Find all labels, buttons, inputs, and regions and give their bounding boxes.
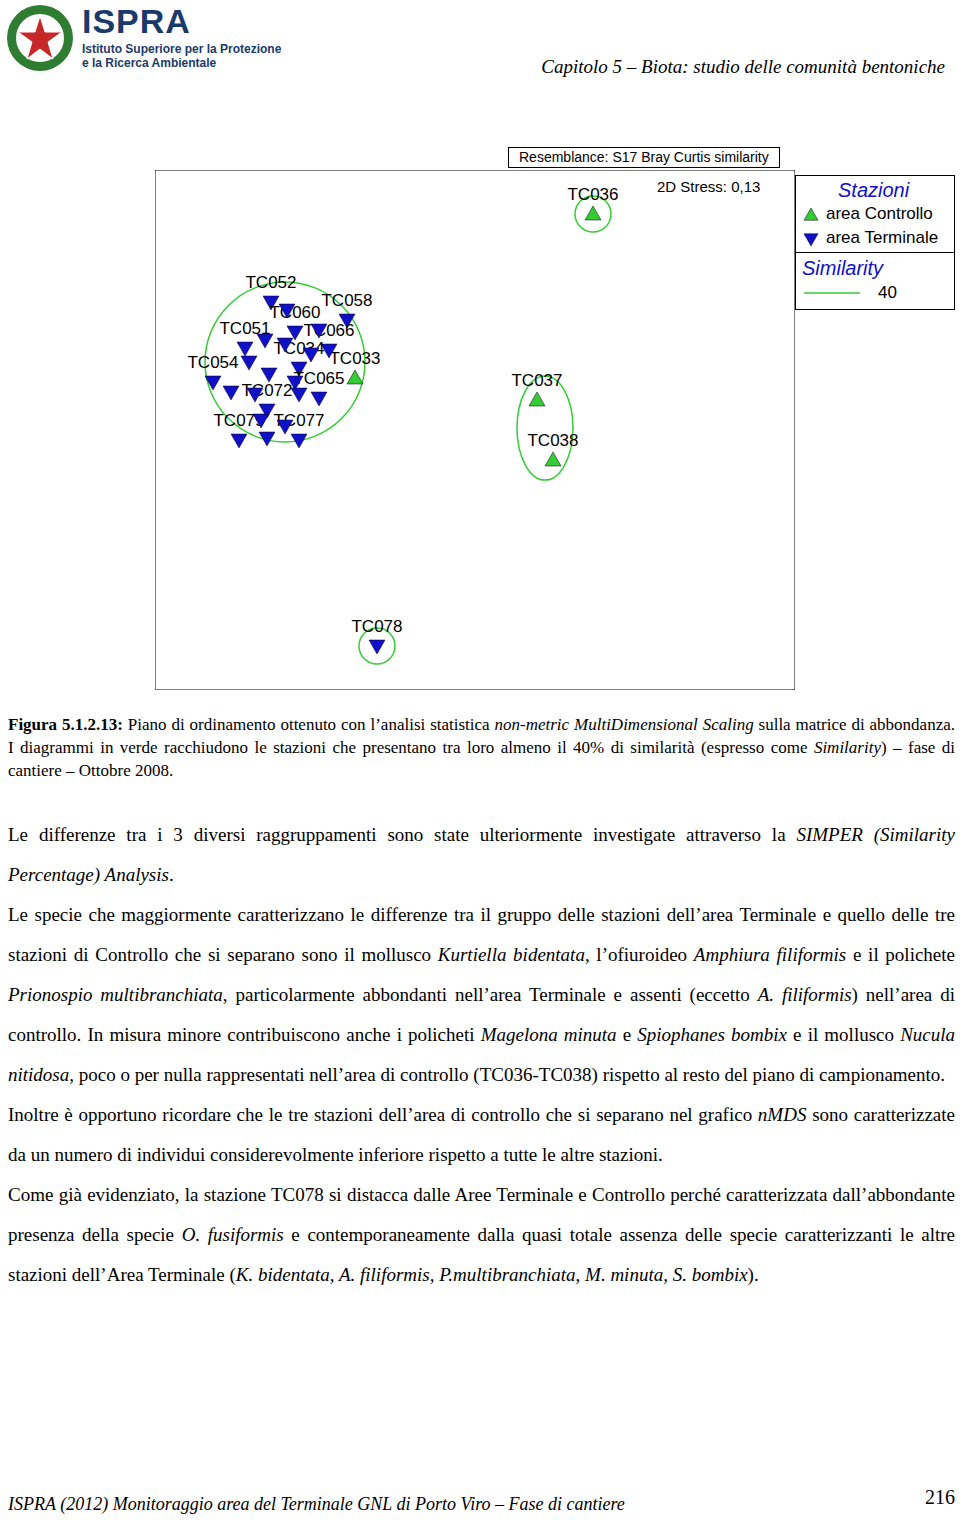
svg-text:TC038: TC038 xyxy=(527,431,578,450)
html-text:Resemblance: S17 Bray Curtis s: Resemblance: S17 Bray Curtis similarity xyxy=(519,149,769,165)
svg-text:TC065: TC065 xyxy=(293,369,345,388)
html-text:Come già evidenziato, la stazi: Come già evidenziato, la stazione TC078 … xyxy=(8,1184,955,1285)
svg-text:TC054: TC054 xyxy=(187,353,238,372)
svg-text:TC052: TC052 xyxy=(245,273,296,292)
html-text:Stazioni: Stazioni xyxy=(838,179,910,201)
html-text:Similarity: Similarity xyxy=(802,257,884,279)
html-text:Capitolo 5 – Biota: studio del: Capitolo 5 – Biota: studio delle comunit… xyxy=(541,56,945,77)
html-text:ISPRA (2012) Monitoraggio area: ISPRA (2012) Monitoraggio area del Termi… xyxy=(8,1494,625,1514)
html-text:2D Stress: 0,13: 2D Stress: 0,13 xyxy=(657,178,761,195)
svg-text:TC051: TC051 xyxy=(219,319,271,338)
html-text:Le differenze tra i 3 diversi: Le differenze tra i 3 diversi raggruppam… xyxy=(8,824,955,885)
html-text:Prionospio multibranchiata, pa: Prionospio multibranchiata, particolarme… xyxy=(8,984,955,1085)
svg-text:TC058: TC058 xyxy=(321,291,372,310)
html-text:Figura 5.1.2.13: Piano di ordi: Figura 5.1.2.13: Piano di ordinamento ot… xyxy=(8,715,955,780)
html-text:Istituto Superiore per la Prot: Istituto Superiore per la Protezione xyxy=(82,42,282,56)
html-text:e la Ricerca Ambientale: e la Ricerca Ambientale xyxy=(82,56,217,70)
svg-text:TC079: TC079 xyxy=(213,411,265,430)
html-text:40: 40 xyxy=(878,283,897,302)
html-text:216: 216 xyxy=(925,1486,955,1508)
html-text:Le specie che maggiormente car: Le specie che maggiormente caratterizzan… xyxy=(8,904,955,965)
svg-text:TC034: TC034 xyxy=(273,339,325,358)
svg-text:TC078: TC078 xyxy=(351,617,402,636)
svg-text:TC077: TC077 xyxy=(273,411,325,430)
svg-text:TC033: TC033 xyxy=(329,349,380,368)
html-text:area Controllo: area Controllo xyxy=(826,204,933,223)
svg-text:TC036: TC036 xyxy=(567,185,618,204)
svg-text:TC072: TC072 xyxy=(241,381,293,400)
svg-text:TC037: TC037 xyxy=(511,371,562,390)
html-text:Inoltre è opportuno ricordare: Inoltre è opportuno ricordare che le tre… xyxy=(8,1104,955,1165)
svg-text:TC060: TC060 xyxy=(269,303,320,322)
html-text:area Terminale: area Terminale xyxy=(826,228,939,247)
svg-text:TC066: TC066 xyxy=(303,321,354,340)
html-text:ISPRA: ISPRA xyxy=(82,2,191,40)
